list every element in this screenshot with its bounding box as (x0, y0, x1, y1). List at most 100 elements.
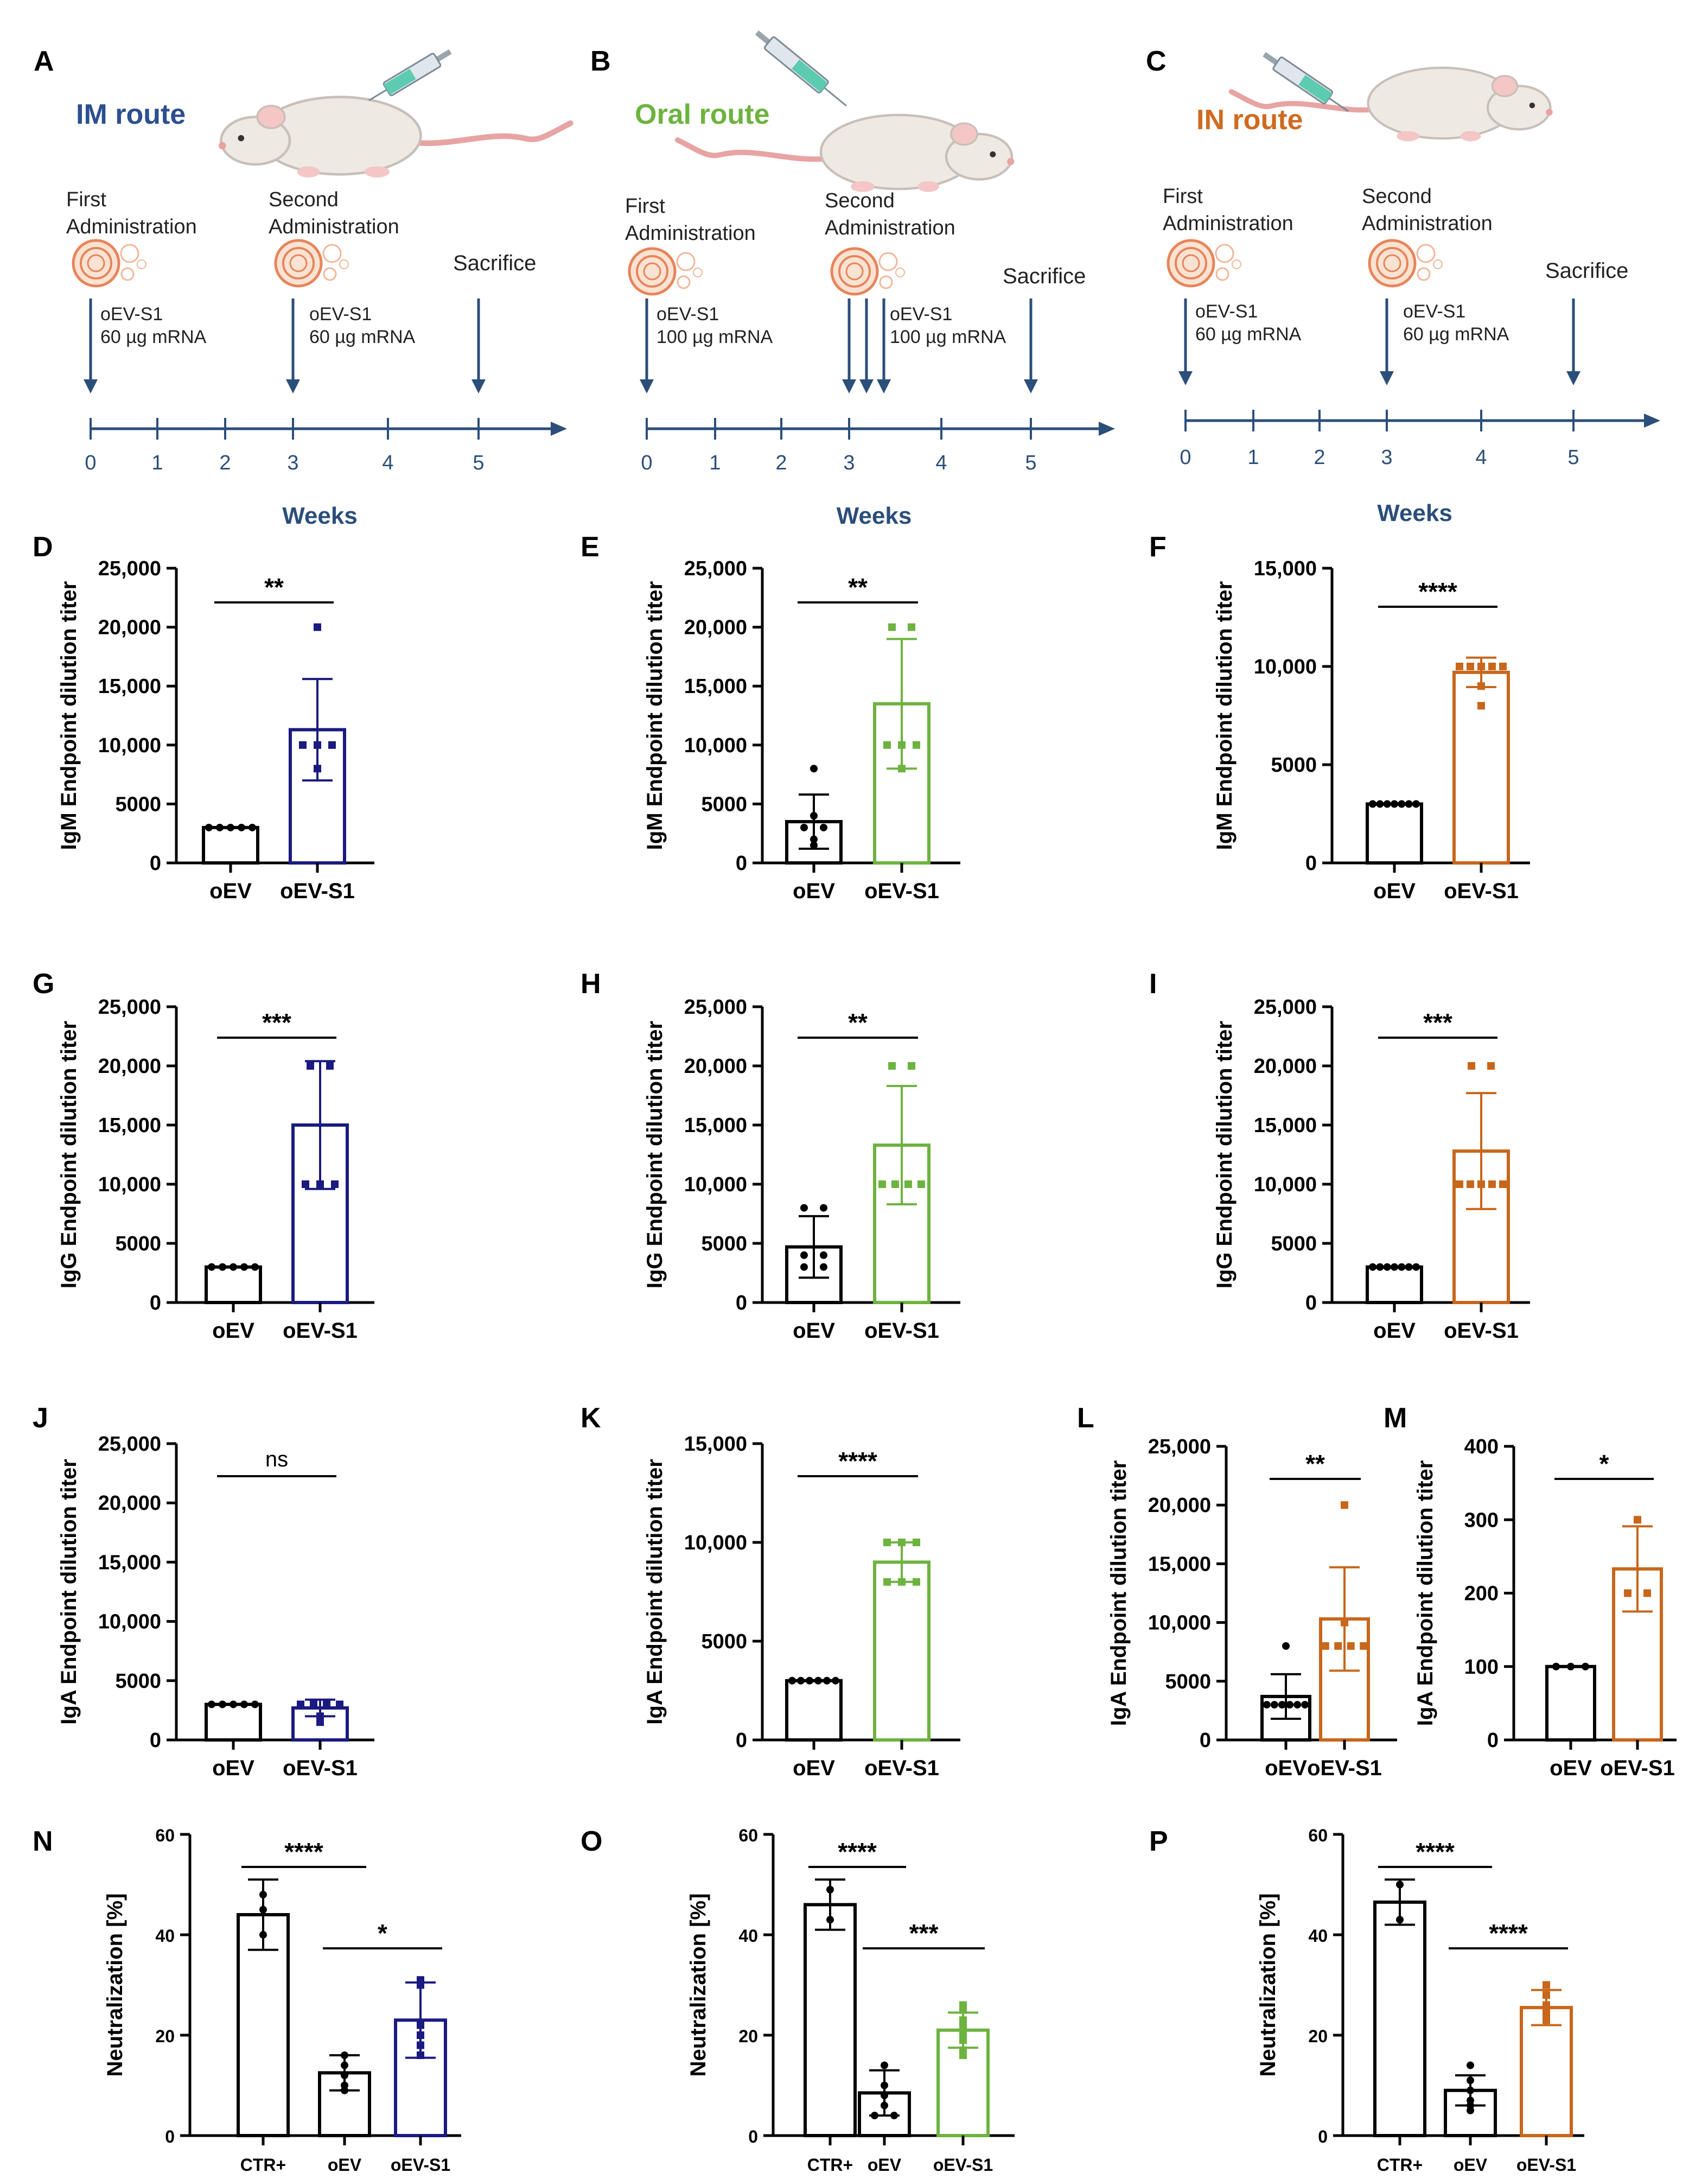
x-tick-label: CTR+ (1377, 2155, 1423, 2175)
y-tick-label: 25,000 (98, 996, 161, 1019)
x-tick-label: oEV (793, 1319, 835, 1343)
y-tick-label: 25,000 (98, 1433, 161, 1456)
mouse-paw (917, 181, 939, 192)
vesicle-ring (1175, 247, 1207, 279)
data-point (913, 1539, 920, 1546)
vesicle-ring (1376, 247, 1409, 279)
data-point (417, 2041, 424, 2049)
significance-label: * (378, 1919, 387, 1947)
chart-panel-E: E 0 5000 10,000 15,000 20,000 25,000 IgM Endpoi… (581, 531, 960, 903)
data-point (1398, 800, 1406, 808)
y-tick-label: 0 (1305, 1292, 1317, 1314)
vesicle-small (137, 259, 146, 269)
vesicle-core (845, 262, 864, 281)
timeline-arrowhead (1644, 414, 1660, 428)
vesicle-ring (838, 255, 871, 288)
data-point (1369, 1263, 1376, 1271)
data-point (890, 2112, 898, 2119)
data-point (1467, 2076, 1474, 2085)
vesicle-small (693, 268, 703, 277)
data-point (1477, 702, 1485, 710)
data-point (1360, 1642, 1368, 1650)
data-point (826, 1885, 834, 1894)
data-point (959, 2051, 967, 2059)
data-point (1467, 2061, 1474, 2069)
mouse-tail (675, 137, 836, 162)
chart-panel-M: M 0 100 200 300 400 IgA Endpoint dilution tite… (1384, 1402, 1677, 1780)
schematic-panel-C: C IN route First Administration Second Admini… (1146, 46, 1660, 526)
y-tick-label: 25,000 (684, 996, 747, 1019)
data-point (878, 1180, 886, 1188)
dose-arrow-head (471, 379, 486, 393)
syringe-icon (1263, 52, 1349, 112)
data-point (908, 1062, 915, 1070)
y-axis-label: IgG Endpoint dilution titer (57, 1021, 81, 1288)
significance-label: *** (909, 1919, 939, 1947)
data-point (810, 812, 818, 820)
x-tick-label: oEV-S1 (1444, 879, 1519, 903)
sacrifice-label: Sacrifice (1003, 264, 1086, 288)
x-tick-label: oEV-S1 (283, 1319, 358, 1343)
bar (1452, 670, 1510, 865)
vesicle-icon (830, 247, 905, 296)
data-point (326, 1062, 334, 1070)
timeline-tick-label: 3 (843, 452, 855, 474)
data-point (316, 1712, 324, 1720)
syringe-fluid (1298, 75, 1333, 103)
x-tick-label: oEV (212, 1319, 254, 1343)
mouse-nose (1546, 109, 1553, 116)
y-tick-label: 400 (1464, 1435, 1499, 1458)
y-tick-label: 5000 (1271, 754, 1317, 777)
syringe-needle (368, 88, 387, 101)
mouse-tail (1228, 89, 1382, 113)
data-point (898, 741, 906, 749)
dose-label: 60 µg mRNA (1403, 324, 1509, 345)
vesicle-core (87, 254, 105, 272)
data-point (230, 1700, 237, 1708)
vesicle-core (1182, 254, 1200, 272)
mouse-paw (1460, 131, 1481, 142)
x-tick-label: oEV-S1 (864, 879, 939, 903)
x-tick-label: oEV-S1 (864, 1756, 939, 1780)
data-point (314, 741, 321, 749)
data-point (331, 1180, 339, 1188)
timeline-tick-label: 5 (1567, 446, 1579, 469)
data-point (797, 1676, 805, 1685)
dose-label: 100 µg mRNA (890, 327, 1006, 347)
second-admin-label: Administration (269, 215, 399, 238)
vesicle-small (895, 268, 905, 277)
data-point (227, 823, 234, 831)
x-tick-label: oEV-S1 (1444, 1319, 1519, 1343)
y-tick-label: 5000 (701, 1630, 747, 1653)
data-point (1321, 1642, 1329, 1650)
data-point (883, 1578, 891, 1586)
data-point (341, 2061, 348, 2069)
second-admin-label: Administration (825, 217, 955, 239)
y-tick-label: 15,000 (684, 1114, 747, 1137)
timeline-arrowhead (1099, 422, 1115, 436)
y-tick-label: 10,000 (98, 734, 161, 757)
data-point (316, 1718, 324, 1726)
vesicle-small (1215, 244, 1234, 263)
data-point (1383, 1263, 1391, 1271)
vesicle-ring (282, 247, 315, 279)
panel-letter: J (33, 1402, 48, 1434)
data-point (1376, 800, 1384, 808)
y-axis-label: IgM Endpoint dilution titer (57, 581, 81, 850)
data-point (917, 1180, 925, 1188)
chart-panel-G: G 0 5000 10,000 15,000 20,000 25,000 IgG Endpoi… (33, 968, 374, 1343)
bar (205, 1265, 262, 1305)
y-tick-label: 5000 (1165, 1670, 1211, 1693)
data-point (1477, 1180, 1485, 1188)
y-axis-label: Neutralization [%] (1256, 1894, 1280, 2077)
chart-panel-N: N 0 20 40 60 Neutralization [%] CTR+ oEV oEV-S1 *… (33, 1826, 461, 2175)
y-tick-label: 0 (1318, 2127, 1328, 2146)
data-point (1552, 1662, 1560, 1670)
significance-label: ** (264, 573, 284, 601)
weeks-axis-label: Weeks (1377, 500, 1452, 526)
y-tick-label: 10,000 (684, 734, 747, 757)
data-point (1487, 1062, 1495, 1070)
y-tick-label: 5000 (701, 793, 747, 816)
data-point (1567, 1662, 1575, 1670)
vesicle-small (878, 252, 898, 271)
